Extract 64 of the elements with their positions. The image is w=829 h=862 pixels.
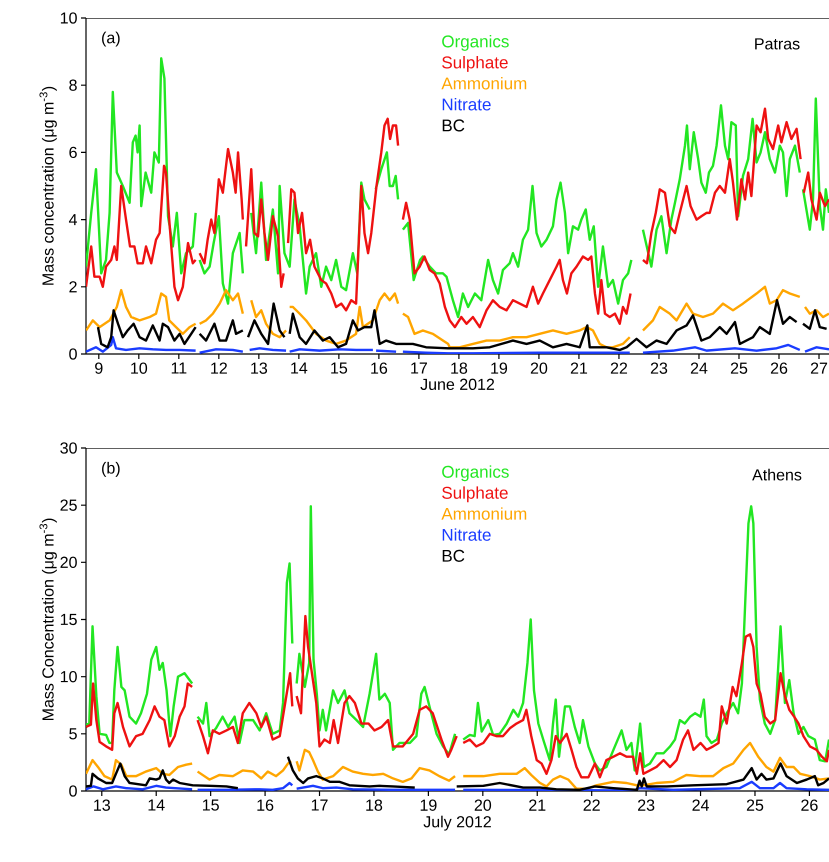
- y-tick-label: 20: [60, 556, 77, 568]
- annotation: (b): [102, 462, 120, 477]
- x-tick-label: 10: [131, 362, 148, 374]
- x-tick-label: 25: [746, 800, 764, 811]
- y-axis-title: Mass Concentration (μg m$^{-3}$): [39, 518, 57, 720]
- y-tick-label: 5: [69, 728, 77, 740]
- y-tick-label: 4: [68, 214, 78, 226]
- x-tick-label: 14: [148, 800, 165, 811]
- x-tick-label: 15: [202, 800, 219, 811]
- x-tick-label: 26: [770, 362, 788, 374]
- y-tick-label: 6: [69, 146, 77, 158]
- text: Ammonium: [441, 77, 526, 90]
- x-tick-label: 22: [610, 362, 628, 374]
- x-tick-label: 23: [650, 362, 668, 374]
- x-tick-label: 23: [638, 800, 654, 811]
- x-tick-label: 12: [211, 362, 227, 374]
- text: BC: [442, 119, 464, 132]
- x-tick-label: 24: [690, 362, 708, 374]
- y-tick-label: 10: [60, 12, 77, 24]
- y-tick-label: 0: [69, 348, 77, 360]
- y-tick-label: 25: [60, 500, 77, 511]
- x-tick-label: 17: [411, 362, 427, 374]
- x-tick-label: 27: [810, 362, 828, 374]
- y-tick-label: 2: [69, 281, 77, 292]
- x-axis-title: June 2012: [420, 378, 494, 390]
- x-tick-label: 26: [801, 800, 818, 811]
- y-axis-title: Mass concentration (μg m$^{-3}$): [39, 86, 57, 285]
- x-tick-label: 19: [491, 362, 508, 374]
- x-tick-label: 21: [529, 800, 546, 811]
- x-tick-label: 22: [584, 800, 600, 811]
- x-tick-label: 13: [251, 362, 268, 374]
- y-tick-label: 8: [69, 80, 77, 91]
- text: Organics: [442, 465, 509, 482]
- x-tick-label: 20: [474, 800, 492, 811]
- text: Organics: [442, 35, 509, 51]
- x-tick-label: 24: [692, 800, 709, 811]
- x-tick-label: 18: [451, 362, 468, 374]
- text: Sulphate: [442, 56, 508, 72]
- y-tick-label: 30: [60, 442, 77, 454]
- text: Nitrate: [442, 528, 491, 541]
- x-tick-label: 15: [331, 362, 348, 374]
- x-tick-label: 14: [291, 362, 308, 374]
- text: BC: [442, 550, 464, 562]
- x-tick-label: 11: [172, 362, 186, 374]
- x-tick-label: 18: [366, 800, 382, 811]
- x-tick-label: 16: [371, 362, 388, 374]
- x-tick-label: 13: [94, 800, 110, 811]
- annotation: Patras: [755, 38, 800, 50]
- x-tick-label: 17: [312, 800, 328, 811]
- y-tick-label: 10: [60, 671, 77, 682]
- annotation: Athens: [752, 468, 802, 481]
- x-tick-label: 21: [570, 362, 588, 374]
- x-tick-label: 16: [257, 800, 274, 811]
- y-tick-label: 0: [69, 785, 77, 797]
- text: Sulphate: [442, 486, 508, 502]
- y-tick-label: 15: [60, 614, 77, 626]
- text: Nitrate: [442, 98, 491, 110]
- x-tick-label: 9: [95, 362, 102, 374]
- x-tick-label: 19: [420, 800, 437, 811]
- annotation: (a): [102, 32, 120, 47]
- text: Ammonium: [441, 507, 526, 520]
- x-tick-label: 20: [530, 362, 548, 374]
- x-axis-title: July 2012: [424, 816, 491, 831]
- x-tick-label: 25: [730, 362, 748, 374]
